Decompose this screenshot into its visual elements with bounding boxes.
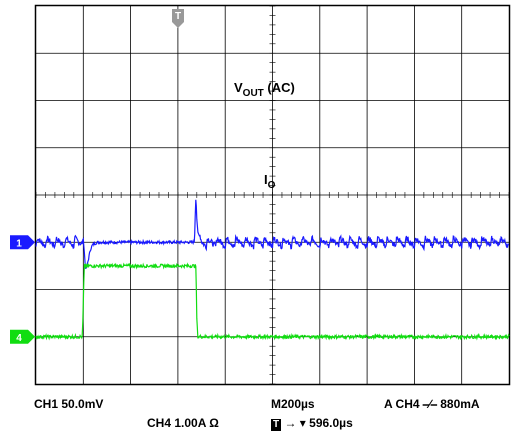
vout-annotation: VOUT (AC) xyxy=(234,80,295,99)
ch1-readout: CH1 50.0mV xyxy=(34,397,104,411)
trigger-position-icon: T xyxy=(271,419,282,431)
trace-channel-1 xyxy=(35,199,509,270)
io-annotation: IO xyxy=(264,172,276,191)
trigger-readout: A CH4 ⎯∕⎯ 880mA xyxy=(384,397,480,411)
channel-4-marker-icon: 4 xyxy=(10,329,35,344)
trace-channel-4 xyxy=(35,262,510,341)
trigger-marker-icon: T xyxy=(172,9,184,28)
trigger-position-value: → ▾ 596.0µs xyxy=(284,416,353,430)
channel-1-marker-icon: 1 xyxy=(10,235,35,250)
svg-text:1: 1 xyxy=(16,238,22,249)
svg-text:T: T xyxy=(175,11,181,22)
svg-text:4: 4 xyxy=(16,333,22,344)
traces xyxy=(35,199,510,341)
ch4-readout: CH4 1.00A Ω xyxy=(147,416,219,430)
trigger-position-readout: T → ▾ 596.0µs xyxy=(271,416,353,431)
timebase-readout: M200µs xyxy=(271,397,315,411)
channel-markers: 14 xyxy=(10,235,35,344)
